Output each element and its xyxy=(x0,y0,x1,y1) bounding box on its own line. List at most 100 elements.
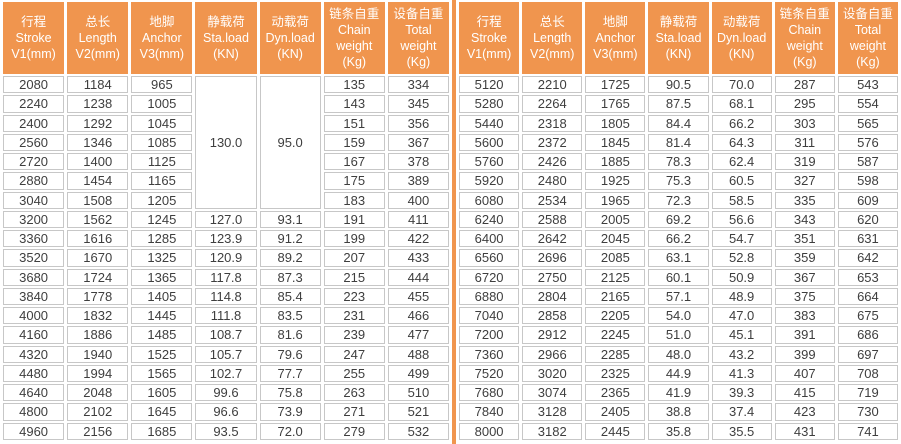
table-row: 2720 1400 1125 167 378 xyxy=(3,153,449,171)
table-cell: 2966 xyxy=(522,345,583,363)
table-cell: 2405 xyxy=(585,403,646,421)
table-cell: 167 xyxy=(323,153,385,171)
table-cell: 93.1 xyxy=(259,210,321,228)
table-cell: 3200 xyxy=(3,210,65,228)
table-cell: 2325 xyxy=(585,364,646,382)
table-cell: 965 xyxy=(131,76,193,94)
column-header: 地脚 Anchor V3(mm) xyxy=(585,2,646,74)
spec-table-right: 行程 Stroke V1(mm) 总长 Length V2(mm) 地脚 Anchor V3(m… xyxy=(456,0,901,442)
table-cell: 686 xyxy=(837,326,898,344)
table-cell: 51.0 xyxy=(648,326,709,344)
table-row: 4960 2156 1685 93.5 72.0 279 532 xyxy=(3,422,449,440)
table-cell: 407 xyxy=(774,364,835,382)
table-cell: 2445 xyxy=(585,422,646,440)
table-cell: 6720 xyxy=(459,268,520,286)
table-cell: 444 xyxy=(387,268,449,286)
table-cell: 7520 xyxy=(459,364,520,382)
table-row: 4640 2048 1605 99.6 75.8 263 510 xyxy=(3,384,449,402)
table-cell: 3840 xyxy=(3,287,65,305)
table-cell: 37.4 xyxy=(711,403,772,421)
table-cell: 1125 xyxy=(131,153,193,171)
table-cell: 2210 xyxy=(522,76,583,94)
table-cell: 66.2 xyxy=(648,230,709,248)
table-cell: 334 xyxy=(387,76,449,94)
table-cell: 85.4 xyxy=(259,287,321,305)
table-cell: 356 xyxy=(387,114,449,132)
table-row: 7360 2966 2285 48.0 43.2 399 697 xyxy=(459,345,898,363)
table-cell: 7200 xyxy=(459,326,520,344)
table-cell: 48.9 xyxy=(711,287,772,305)
table-cell: 102.7 xyxy=(195,364,257,382)
table-cell: 1525 xyxy=(131,345,193,363)
table-cell: 7840 xyxy=(459,403,520,421)
table-cell: 620 xyxy=(837,210,898,228)
table-cell: 2696 xyxy=(522,249,583,267)
table-cell: 3520 xyxy=(3,249,65,267)
table-cell: 345 xyxy=(387,95,449,113)
table-cell: 255 xyxy=(323,364,385,382)
table-cell: 90.5 xyxy=(648,76,709,94)
table-row: 3520 1670 1325 120.9 89.2 207 433 xyxy=(3,249,449,267)
table-cell: 1400 xyxy=(67,153,129,171)
table-cell: 391 xyxy=(774,326,835,344)
table-cell: 3128 xyxy=(522,403,583,421)
table-body-right: 5120 2210 1725 90.5 70.0 287 543 5280 2264 1765 87… xyxy=(459,76,898,440)
table-cell: 311 xyxy=(774,133,835,151)
table-cell: 554 xyxy=(837,95,898,113)
table-cell: 664 xyxy=(837,287,898,305)
table-cell: 1454 xyxy=(67,172,129,190)
table-cell: 7680 xyxy=(459,384,520,402)
table-cell: 303 xyxy=(774,114,835,132)
table-cell: 587 xyxy=(837,153,898,171)
table-row: 4160 1886 1485 108.7 81.6 239 477 xyxy=(3,326,449,344)
column-header: 地脚 Anchor V3(mm) xyxy=(131,2,193,74)
table-cell: 1885 xyxy=(585,153,646,171)
table-cell: 215 xyxy=(323,268,385,286)
table-cell: 631 xyxy=(837,230,898,248)
table-cell: 63.1 xyxy=(648,249,709,267)
table-cell: 708 xyxy=(837,364,898,382)
table-cell: 335 xyxy=(774,191,835,209)
table-cell: 2642 xyxy=(522,230,583,248)
table-cell: 45.1 xyxy=(711,326,772,344)
table-cell: 47.0 xyxy=(711,307,772,325)
table-cell: 1645 xyxy=(131,403,193,421)
table-cell: 2240 xyxy=(3,95,65,113)
table-cell: 231 xyxy=(323,307,385,325)
table-cell: 598 xyxy=(837,172,898,190)
table-row: 3680 1724 1365 117.8 87.3 215 444 xyxy=(3,268,449,286)
table-cell: 455 xyxy=(387,287,449,305)
table-cell: 1994 xyxy=(67,364,129,382)
table-cell: 114.8 xyxy=(195,287,257,305)
table-cell: 1405 xyxy=(131,287,193,305)
table-cell: 375 xyxy=(774,287,835,305)
header-row: 行程 Stroke V1(mm) 总长 Length V2(mm) 地脚 Anchor V3(m… xyxy=(459,2,898,74)
table-cell: 191 xyxy=(323,210,385,228)
table-cell: 400 xyxy=(387,191,449,209)
table-cell: 488 xyxy=(387,345,449,363)
table-cell: 2750 xyxy=(522,268,583,286)
table-cell: 431 xyxy=(774,422,835,440)
table-cell: 54.7 xyxy=(711,230,772,248)
table-cell: 3182 xyxy=(522,422,583,440)
table-cell-merged: 95.0 xyxy=(259,76,321,209)
table-cell: 207 xyxy=(323,249,385,267)
table-row: 2560 1346 1085 159 367 xyxy=(3,133,449,151)
column-header: 动载荷 Dyn.load (KN) xyxy=(711,2,772,74)
table-cell: 653 xyxy=(837,268,898,286)
table-cell: 6560 xyxy=(459,249,520,267)
table-cell: 78.3 xyxy=(648,153,709,171)
table-cell: 2880 xyxy=(3,172,65,190)
table-cell: 62.4 xyxy=(711,153,772,171)
table-cell: 1832 xyxy=(67,307,129,325)
table-cell: 159 xyxy=(323,133,385,151)
table-cell: 105.7 xyxy=(195,345,257,363)
table-cell: 343 xyxy=(774,210,835,228)
table-cell: 1245 xyxy=(131,210,193,228)
table-cell: 4320 xyxy=(3,345,65,363)
table-cell: 383 xyxy=(774,307,835,325)
table-cell: 3680 xyxy=(3,268,65,286)
table-cell: 60.5 xyxy=(711,172,772,190)
table-cell: 75.3 xyxy=(648,172,709,190)
table-cell: 2365 xyxy=(585,384,646,402)
